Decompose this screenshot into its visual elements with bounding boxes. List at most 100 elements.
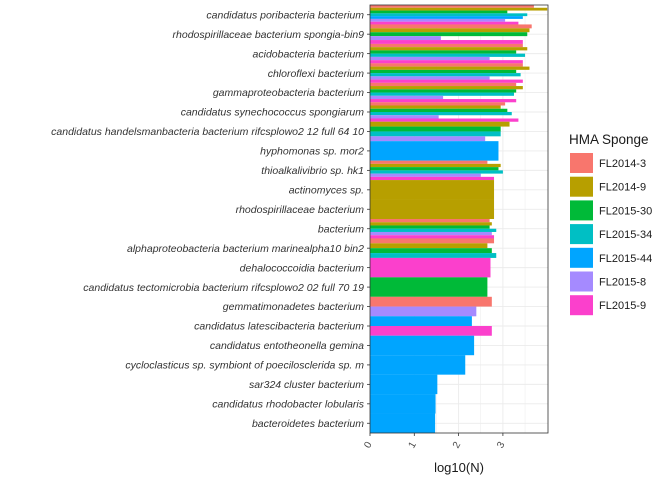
bar: candidatus synechococcus spongiarum — FL…: [370, 115, 439, 119]
bar: thioalkalivibrio sp. hk1 — FL2015-30: 2.…: [370, 167, 499, 171]
bar: gammaproteobacteria bacterium — FL2014-9…: [370, 86, 523, 90]
bar: candidatus tectomicrobia bacterium rifcs…: [370, 277, 488, 297]
bar: rhodospirillaceae bacterium spongia-bin9…: [370, 32, 528, 37]
bar: candidatus handelsmanbacteria bacterium …: [370, 126, 501, 132]
category-label: thioalkalivibrio sp. hk1: [261, 165, 364, 177]
category-label: rhodospirillaceae bacterium: [236, 204, 365, 216]
category-label: gemmatimonadetes bacterium: [223, 301, 364, 313]
bar: candidatus poribacteria bacterium — FL20…: [370, 21, 519, 25]
bar: acidobacteria bacterium — FL2014-9: 3.55: [370, 47, 528, 51]
category-label: gammaproteobacteria bacterium: [213, 87, 364, 99]
bar: bacteroidetes bacterium — FL2015-44: 1.4…: [370, 413, 436, 434]
bar: gammaproteobacteria bacterium — FL2015-8…: [370, 95, 444, 100]
bar: candidatus synechococcus spongiarum — FL…: [370, 112, 512, 116]
bar: chloroflexi bacterium — FL2014-3: 3.45: [370, 63, 523, 67]
legend: HMA Sponge FL2014-3 FL2014-9 FL2015-30 FL20…: [569, 132, 652, 316]
bar: bacterium — FL2014-3: 2.7: [370, 218, 490, 223]
category-label: candidatus tectomicrobia bacterium rifcs…: [83, 282, 364, 294]
legend-key: [570, 200, 593, 221]
bar: candidatus entotheonella gemina — FL2015…: [370, 335, 475, 356]
legend-title: HMA Sponge: [569, 132, 649, 147]
bar: alphaproteobacteria bacterium marinealph…: [370, 253, 497, 258]
legend-label: FL2015-9: [599, 300, 646, 312]
category-label: rhodospirillaceae bacterium spongia-bin9: [173, 29, 365, 41]
bar: bacterium — FL2015-30: 2.7: [370, 225, 490, 229]
x-tick-label: 0: [362, 440, 375, 451]
bar: alphaproteobacteria bacterium marinealph…: [370, 243, 488, 249]
bar: cycloclasticus sp. symbiont of poecilosc…: [370, 355, 466, 375]
bar: acidobacteria bacterium — FL2015-8: 2.7: [370, 56, 490, 61]
bar: alphaproteobacteria bacterium marinealph…: [370, 238, 495, 244]
bar: chloroflexi bacterium — FL2015-34: 3.4: [370, 73, 521, 77]
bar: candidatus poribacteria bacterium — FL20…: [370, 7, 548, 11]
bar: gemmatimonadetes bacterium — FL2015-8: 2…: [370, 306, 477, 317]
bar: candidatus poribacteria bacterium — FL20…: [370, 4, 534, 8]
bar: chloroflexi bacterium — FL2015-8: 2.7: [370, 76, 490, 80]
category-label: candidatus latescibacteria bacterium: [194, 321, 364, 333]
bar: acidobacteria bacterium — FL2015-9: 3.45: [370, 60, 523, 64]
bar: gemmatimonadetes bacterium — FL2014-3: 2…: [370, 296, 492, 307]
bar: sar324 cluster bacterium — FL2015-44: 1.…: [370, 374, 438, 395]
legend-key: [570, 295, 593, 316]
x-axis-ticks: 0 1 2 3: [362, 433, 508, 451]
bar: gammaproteobacteria bacterium — FL2015-3…: [370, 92, 514, 96]
bar: bacterium — FL2014-9: 2.75: [370, 222, 492, 226]
bar: candidatus synechococcus spongiarum — FL…: [370, 102, 506, 106]
legend-key: [570, 247, 593, 268]
category-labels: candidatus poribacteria bacterium rhodosp…: [51, 9, 370, 430]
category-label: acidobacteria bacterium: [253, 48, 365, 60]
bars: candidatus poribacteria bacterium — FL20…: [370, 4, 548, 434]
legend-label: FL2014-3: [599, 158, 646, 170]
category-label: dehalococcoidia bacterium: [240, 262, 365, 274]
bar: thioalkalivibrio sp. hk1 — FL2015-9: 2.8: [370, 176, 495, 181]
bar: candidatus latescibacteria bacterium — F…: [370, 326, 492, 336]
bar: bacterium — FL2015-8: 2.75: [370, 231, 492, 236]
bar: candidatus handelsmanbacteria bacterium …: [370, 121, 510, 127]
category-label: chloroflexi bacterium: [268, 68, 365, 80]
bar: candidatus handelsmanbacteria bacterium …: [370, 136, 486, 142]
bar: bacterium — FL2015-9: 2.8: [370, 235, 495, 239]
bar: candidatus handelsmanbacteria bacterium …: [370, 131, 501, 137]
bar: candidatus poribacteria bacterium — FL20…: [370, 13, 528, 17]
bar: acidobacteria bacterium — FL2014-3: 3.45: [370, 43, 523, 48]
legend-key: [570, 153, 593, 173]
x-tick-label: 3: [495, 440, 508, 451]
bar: thioalkalivibrio sp. hk1 — FL2015-34: 3: [370, 170, 503, 174]
legend-label: FL2015-30: [599, 205, 652, 217]
bar: chloroflexi bacterium — FL2014-9: 3.6: [370, 66, 530, 70]
bar: candidatus poribacteria bacterium — FL20…: [370, 10, 508, 14]
bar: rhodospirillaceae bacterium spongia-bin9…: [370, 28, 530, 33]
category-label: bacteroidetes bacterium: [252, 418, 364, 430]
bar: rhodospirillaceae bacterium spongia-bin9…: [370, 36, 441, 41]
legend-label: FL2014-9: [599, 182, 646, 194]
bar: rhodospirillaceae bacterium — FL2014-9: …: [370, 199, 495, 220]
category-label: candidatus entotheonella gemina: [210, 340, 364, 352]
bar: bacterium — FL2015-34: 2.85: [370, 228, 497, 232]
bar: thioalkalivibrio sp. hk1 — FL2014-9: 2.9…: [370, 163, 501, 168]
legend-key: [570, 224, 593, 245]
bar: candidatus rhodobacter lobularis — FL201…: [370, 394, 436, 414]
category-label: candidatus rhodobacter lobularis: [212, 399, 365, 411]
x-axis-title: log10(N): [434, 460, 484, 475]
category-label: bacterium: [318, 223, 364, 235]
bar: candidatus synechococcus spongiarum — FL…: [370, 105, 501, 109]
bar: dehalococcoidia bacterium — FL2015-9: 2.…: [370, 257, 491, 278]
bar: gammaproteobacteria bacterium — FL2015-9…: [370, 99, 517, 103]
x-tick-label: 1: [407, 440, 420, 451]
category-label: actinomyces sp.: [289, 185, 364, 197]
legend-key: [570, 271, 593, 292]
bar: rhodospirillaceae bacterium spongia-bin9…: [370, 40, 523, 44]
bar: candidatus synechococcus spongiarum — FL…: [370, 118, 519, 122]
category-label: cycloclasticus sp. symbiont of poecilosc…: [125, 360, 364, 372]
bar: chloroflexi bacterium — FL2015-30: 3.3: [370, 69, 517, 74]
bar: candidatus synechococcus spongiarum — FL…: [370, 108, 508, 112]
bar: thioalkalivibrio sp. hk1 — FL2015-8: 2.5: [370, 173, 481, 177]
category-label: sar324 cluster bacterium: [249, 379, 364, 391]
legend-key: [570, 176, 593, 197]
bar: acidobacteria bacterium — FL2015-34: 3.5: [370, 53, 526, 57]
category-label: alphaproteobacteria bacterium marinealph…: [127, 243, 364, 255]
bar: candidatus poribacteria bacterium — FL20…: [370, 18, 506, 22]
legend-label: FL2015-8: [599, 277, 646, 289]
bar: thioalkalivibrio sp. hk1 — FL2014-3: 2.6…: [370, 160, 488, 164]
